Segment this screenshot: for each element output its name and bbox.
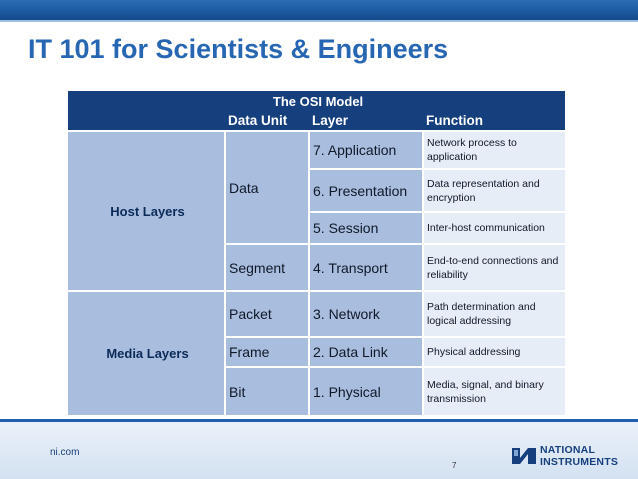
table-row: Media Layers Packet 3. Network Path dete…: [68, 290, 566, 415]
table-row: 5. Session Inter-host communication: [68, 211, 566, 244]
table-row: 6. Presentation Data representation and …: [68, 168, 566, 212]
footer-divider: [0, 419, 638, 423]
table-title-row: The OSI Model: [68, 91, 566, 111]
function-cell: Path determination and logical addressin…: [423, 290, 566, 337]
table-row: Host Layers Data 7. Application Network …: [68, 130, 566, 291]
logo-line-national: NATIONAL: [540, 444, 596, 456]
header-data-unit: Data Unit: [225, 111, 309, 131]
layer-cell: 5. Session: [309, 211, 424, 244]
unit-frame: Frame: [225, 336, 310, 367]
slide-title: IT 101 for Scientists & Engineers: [28, 34, 449, 64]
national-instruments-logo: NATIONAL INSTRUMENTS: [510, 440, 628, 472]
layer-cell: 1. Physical: [309, 366, 424, 415]
layer-cell: 4. Transport: [309, 243, 424, 291]
layer-cell: 3. Network: [309, 290, 424, 337]
unit-bit: Bit: [225, 366, 310, 415]
unit-segment: Segment: [225, 243, 310, 291]
table-header-row: Data Unit Layer Function: [68, 111, 566, 131]
top-banner: [0, 0, 638, 20]
layer-cell: 7. Application: [309, 130, 424, 169]
table-row: Segment 4. Transport End-to-end connecti…: [68, 243, 566, 291]
table-row: Frame 2. Data Link Physical addressing: [68, 336, 566, 367]
function-cell: Inter-host communication: [423, 211, 566, 244]
logo-line-instruments: INSTRUMENTS: [540, 456, 619, 468]
layer-cell: 6. Presentation: [309, 168, 424, 212]
function-cell: Data representation and encryption: [423, 168, 566, 212]
unit-packet: Packet: [225, 290, 310, 337]
header-layer: Layer: [309, 111, 423, 131]
banner-divider: [0, 20, 638, 22]
table-title: The OSI Model: [68, 91, 566, 111]
function-cell: End-to-end connections and reliability: [423, 243, 566, 291]
page-number: 7: [452, 461, 457, 470]
header-blank-cell: [68, 111, 225, 131]
eagle-logo-icon: [512, 448, 536, 464]
function-cell: Physical addressing: [423, 336, 566, 367]
logo-wordmark: NATIONAL INSTRUMENTS: [540, 444, 618, 468]
function-cell: Network process to application: [423, 130, 566, 169]
header-function: Function: [423, 111, 566, 131]
unit-data: Data: [225, 130, 310, 244]
host-layers-label: Host Layers: [68, 130, 226, 291]
footer-site-link[interactable]: ni.com: [50, 447, 80, 458]
table-row: Bit 1. Physical Media, signal, and binar…: [68, 366, 566, 415]
layer-cell: 2. Data Link: [309, 336, 424, 367]
function-cell: Media, signal, and binary transmission: [423, 366, 566, 415]
osi-model-table: The OSI Model Data Unit Layer Function H…: [68, 91, 566, 415]
media-layers-label: Media Layers: [68, 290, 226, 415]
